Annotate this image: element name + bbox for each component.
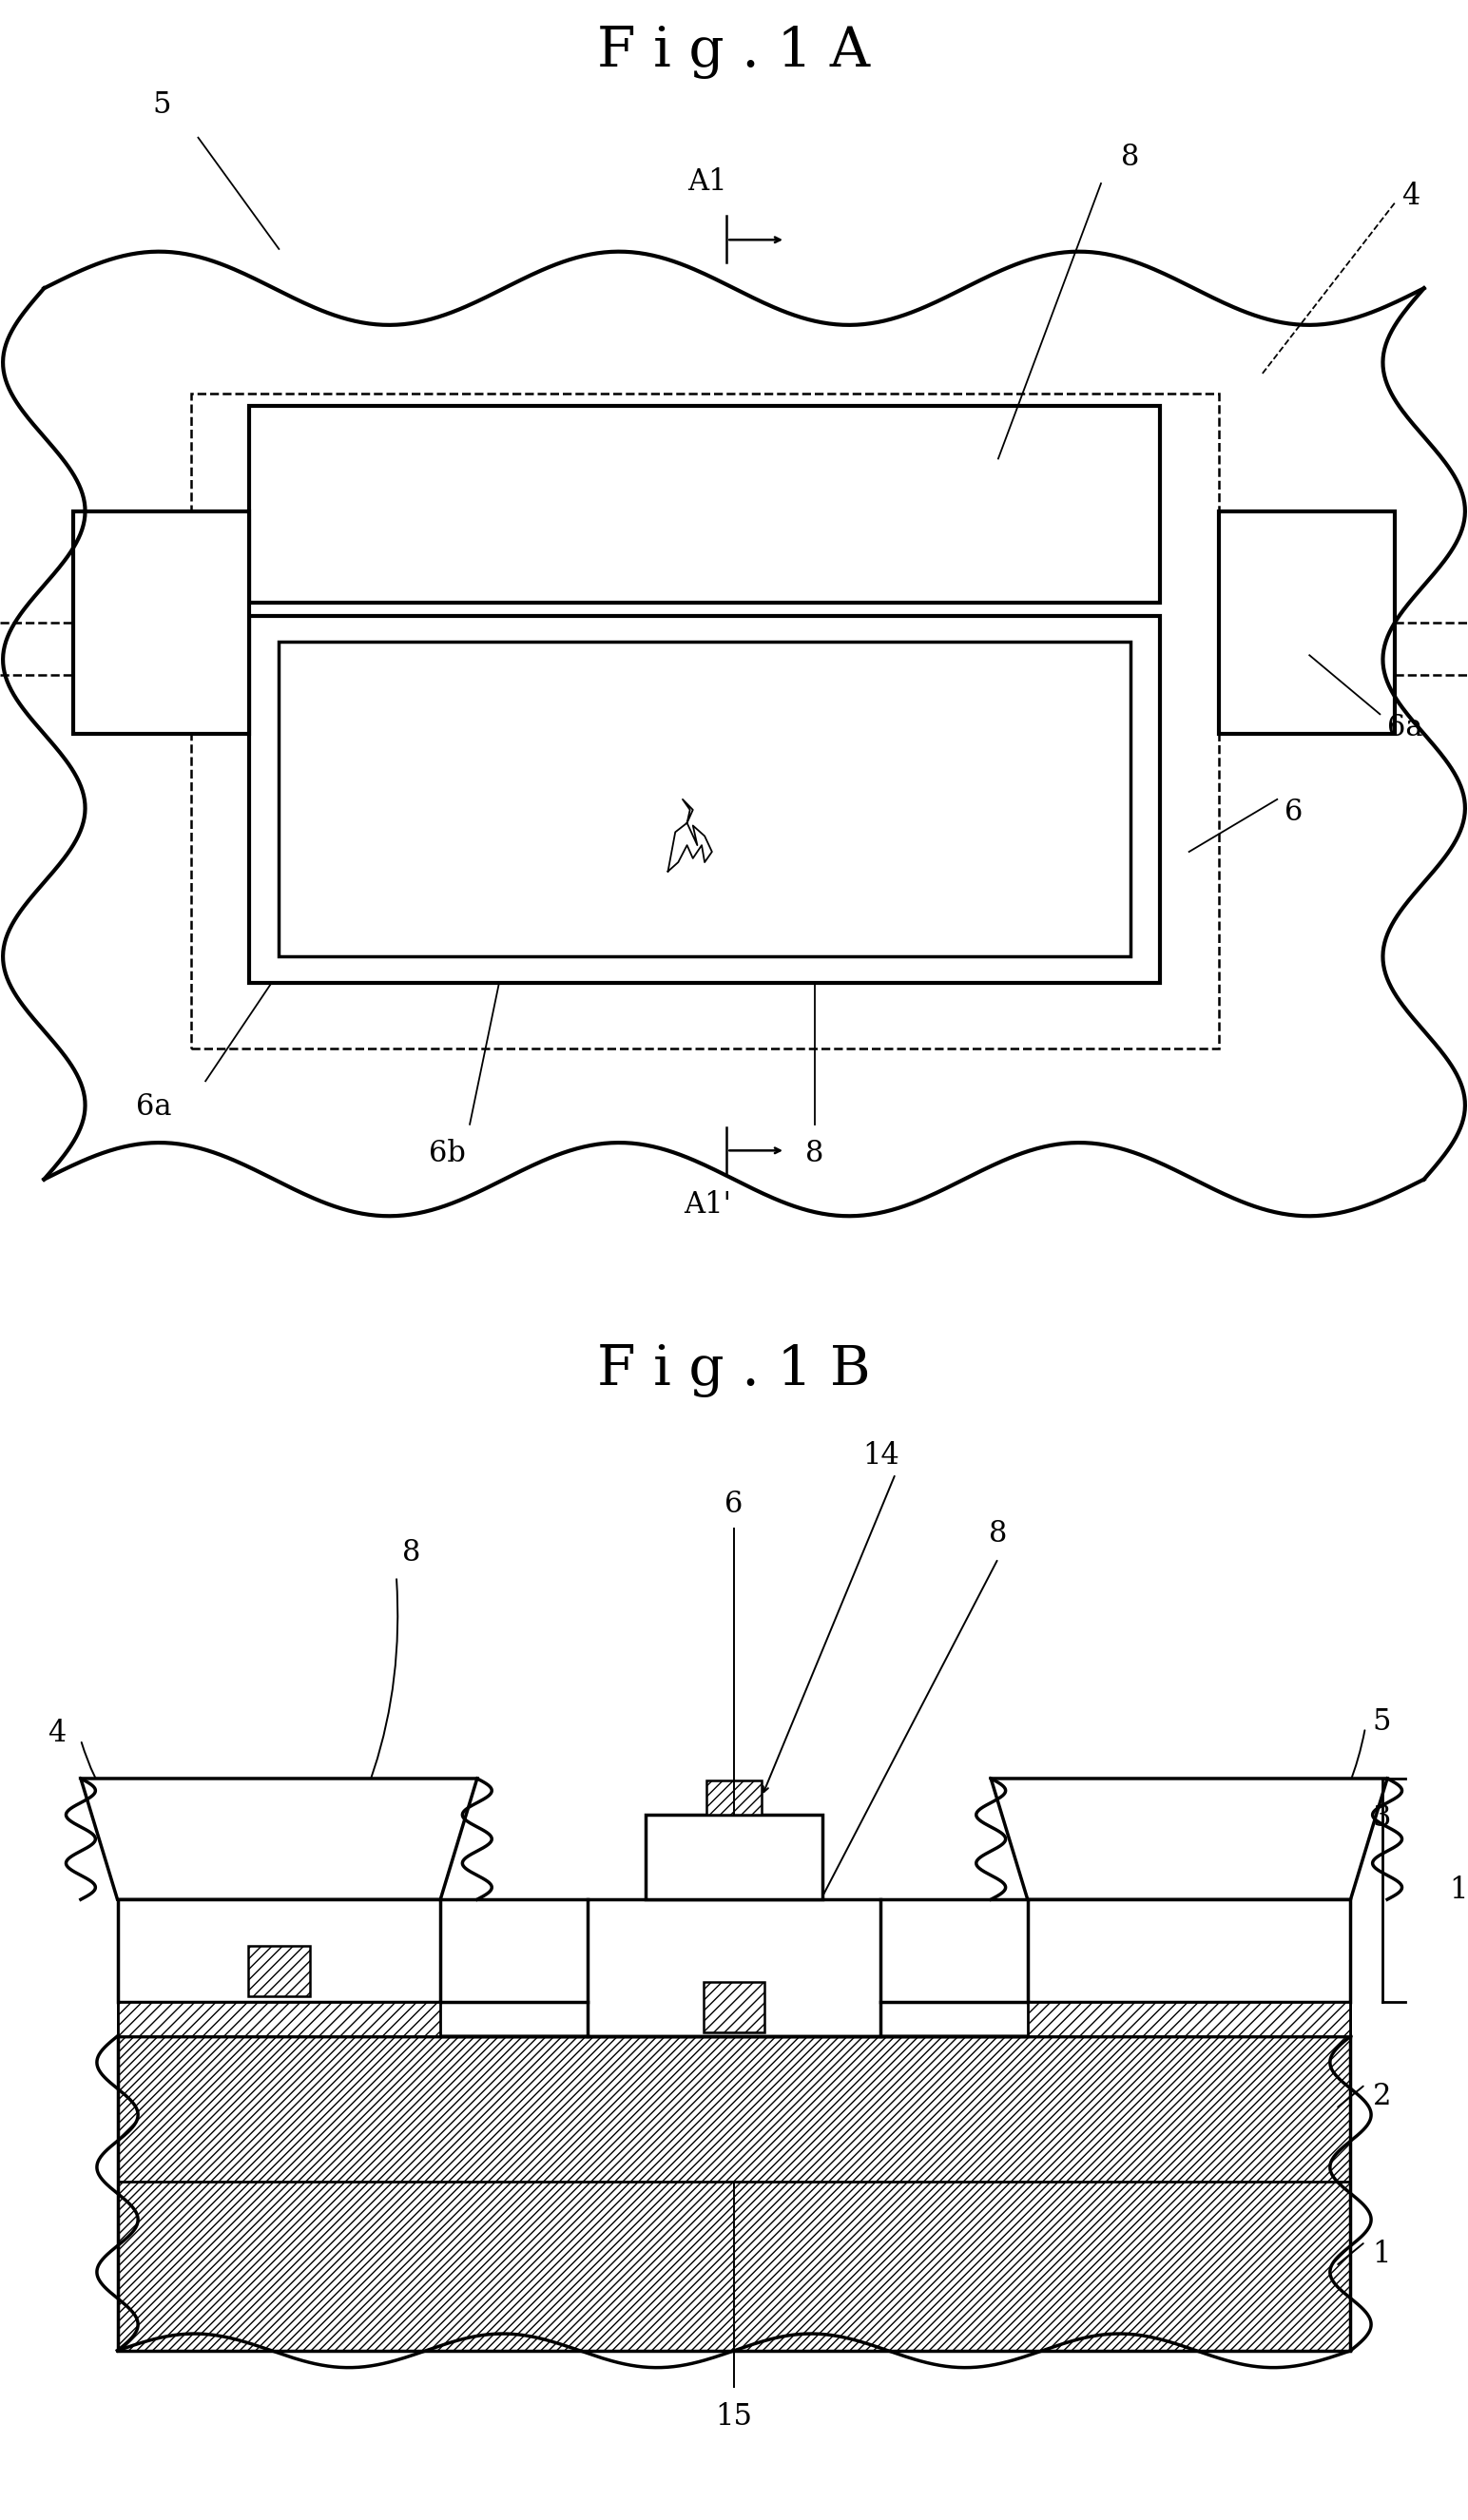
Bar (117, 2036, 1351, 2351)
Bar (1028, 1900, 1351, 2003)
Text: 8: 8 (402, 1537, 420, 1567)
Bar (1042, 2003, 1351, 2036)
Bar (117, 2003, 426, 2036)
Bar (73, 512, 250, 733)
Text: 13: 13 (1449, 1875, 1468, 1905)
Bar (250, 615, 1160, 983)
Text: 6a: 6a (1387, 713, 1422, 741)
Text: 6a: 6a (137, 1094, 172, 1121)
Polygon shape (81, 1779, 477, 1900)
Bar (1218, 512, 1395, 733)
Text: 4: 4 (48, 1719, 66, 1749)
Text: F i g . 1 A: F i g . 1 A (597, 25, 871, 78)
Text: A1': A1' (684, 1189, 731, 1220)
Bar (117, 2003, 440, 2036)
Bar (279, 643, 1130, 958)
Text: 6: 6 (1284, 799, 1304, 827)
Text: F i g . 1 B: F i g . 1 B (597, 1343, 871, 1399)
Bar (646, 1814, 822, 1900)
Bar (1028, 2003, 1351, 2036)
Text: 15: 15 (715, 2402, 753, 2432)
Text: 5: 5 (153, 91, 170, 118)
Text: 8: 8 (806, 1139, 824, 1167)
Text: 6: 6 (725, 1489, 743, 1520)
Bar (117, 1900, 440, 2003)
Text: 2: 2 (1373, 2082, 1392, 2112)
Text: 3: 3 (1373, 1804, 1392, 1832)
Text: 6b: 6b (429, 1139, 467, 1167)
Bar (706, 1779, 762, 1814)
Text: 14: 14 (862, 1441, 900, 1469)
Bar (250, 406, 1160, 602)
Text: 4: 4 (1402, 181, 1420, 212)
Text: A1: A1 (688, 166, 727, 197)
Bar (587, 1900, 881, 2036)
Text: 1: 1 (1373, 2240, 1392, 2268)
Text: 5: 5 (1373, 1706, 1392, 1736)
Bar (703, 1981, 765, 2034)
Polygon shape (991, 1779, 1387, 1900)
Bar (248, 1945, 310, 1996)
Text: 8: 8 (989, 1520, 1007, 1550)
Bar (191, 393, 1218, 1048)
Text: 8: 8 (1122, 144, 1139, 171)
